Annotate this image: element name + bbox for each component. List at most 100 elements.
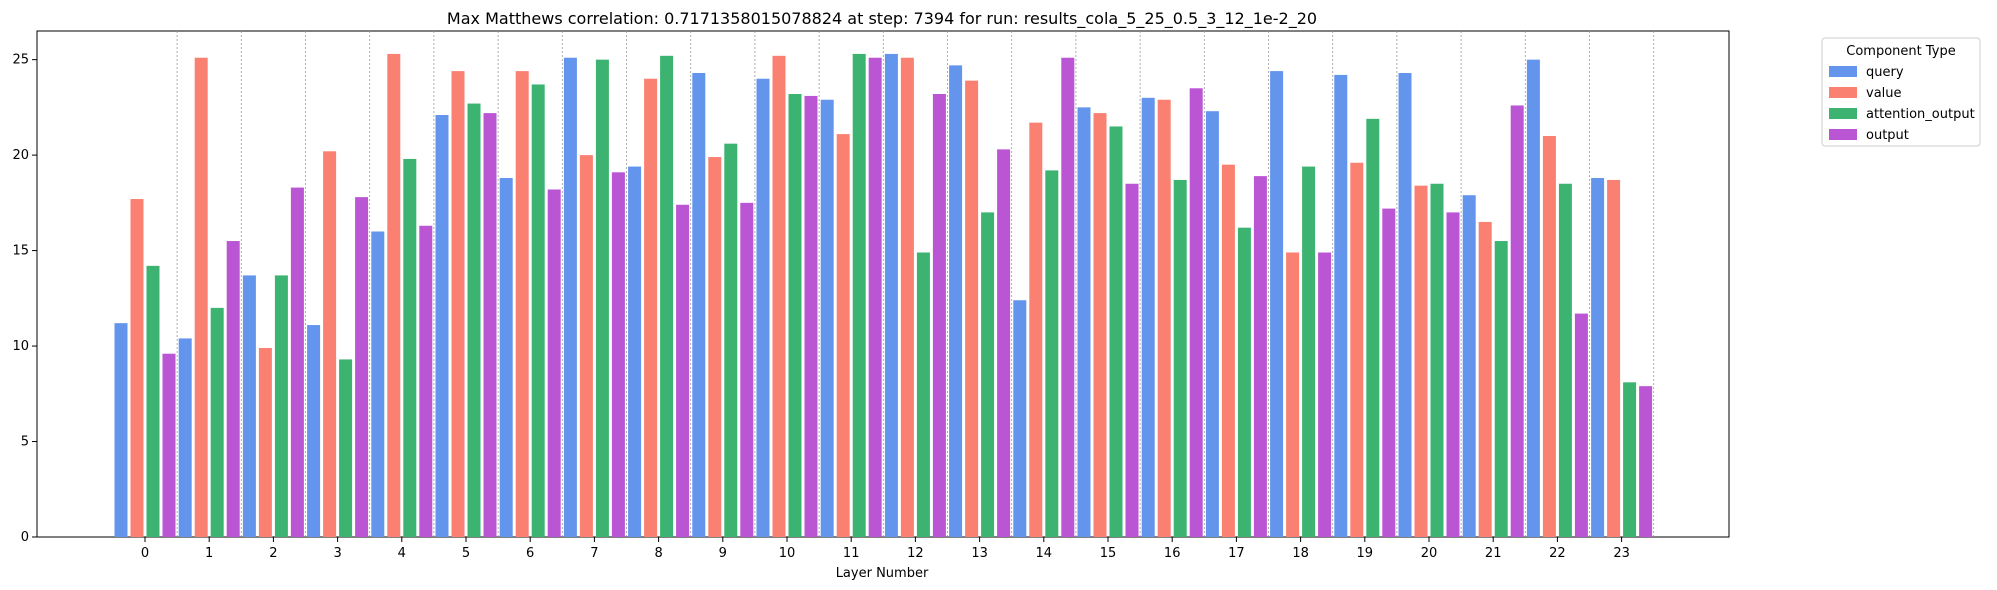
bar-output-layer-3	[355, 197, 369, 537]
bar-query-layer-16	[1141, 97, 1155, 537]
x-tick-label: 6	[526, 546, 534, 561]
bar-output-layer-18	[1318, 252, 1332, 538]
legend-swatch-query	[1829, 66, 1857, 77]
bar-output-layer-14	[1061, 57, 1075, 537]
legend-label-value: value	[1866, 86, 1902, 101]
bar-value-layer-17	[1221, 164, 1235, 537]
bar-attention_output-layer-4	[403, 158, 417, 537]
legend-swatch-value	[1829, 87, 1857, 98]
x-tick-label: 19	[1357, 546, 1374, 561]
bar-output-layer-12	[932, 94, 946, 537]
x-tick-label: 0	[141, 546, 149, 561]
x-tick-label: 23	[1613, 546, 1630, 561]
bar-value-layer-7	[579, 155, 593, 537]
bar-output-layer-6	[547, 189, 561, 537]
bar-output-layer-4	[419, 225, 433, 537]
bar-query-layer-7	[563, 57, 577, 537]
bar-query-layer-8	[628, 166, 642, 537]
bar-attention_output-layer-16	[1173, 179, 1187, 537]
bar-query-layer-5	[435, 115, 449, 538]
y-tick-label: 20	[12, 148, 29, 163]
chart-title: Max Matthews correlation: 0.717135801507…	[447, 9, 1317, 29]
bar-query-layer-13	[949, 65, 963, 537]
bar-output-layer-9	[740, 202, 754, 537]
bar-output-layer-10	[804, 95, 818, 538]
y-tick-label: 0	[21, 530, 29, 545]
bar-value-layer-8	[644, 78, 658, 538]
x-tick-label: 11	[843, 546, 860, 561]
bar-attention_output-layer-1	[210, 307, 224, 537]
bar-value-layer-14	[1029, 122, 1043, 537]
legend: Component Type query value attention_outpu…	[1821, 37, 1981, 147]
bar-attention_output-layer-0	[146, 265, 160, 537]
bar-value-layer-18	[1286, 252, 1300, 538]
x-tick-label: 3	[333, 546, 341, 561]
y-tick-label: 5	[21, 435, 29, 450]
bar-attention_output-layer-20	[1430, 183, 1444, 538]
bar-output-layer-16	[1189, 88, 1203, 537]
bar-value-layer-23	[1607, 179, 1621, 537]
bar-output-layer-19	[1382, 208, 1396, 537]
bar-query-layer-19	[1334, 74, 1348, 537]
bar-query-layer-10	[756, 78, 770, 538]
bar-attention_output-layer-7	[595, 59, 609, 537]
x-tick-label: 18	[1292, 546, 1309, 561]
bar-query-layer-4	[371, 231, 385, 537]
bar-output-layer-2	[290, 187, 304, 537]
bar-value-layer-1	[194, 57, 208, 537]
bar-attention_output-layer-13	[981, 212, 995, 537]
bar-output-layer-21	[1510, 105, 1524, 537]
bar-value-layer-10	[772, 55, 786, 538]
bar-value-layer-22	[1542, 136, 1556, 538]
bar-value-layer-11	[836, 134, 850, 537]
bar-output-layer-20	[1446, 212, 1460, 537]
bar-attention_output-layer-23	[1623, 382, 1637, 537]
bar-value-layer-13	[965, 80, 979, 537]
bar-output-layer-11	[868, 57, 882, 537]
bar-output-layer-17	[1253, 176, 1267, 537]
bar-attention_output-layer-15	[1109, 126, 1123, 538]
bar-value-layer-19	[1350, 162, 1364, 537]
bar-query-layer-23	[1591, 178, 1605, 537]
x-tick-label: 5	[462, 546, 470, 561]
legend-label-query: query	[1866, 65, 1904, 80]
bar-query-layer-21	[1462, 195, 1476, 538]
bar-value-layer-0	[130, 199, 144, 537]
bar-value-layer-16	[1157, 99, 1171, 537]
bar-attention_output-layer-6	[531, 84, 545, 538]
bar-query-layer-0	[114, 323, 128, 537]
legend-label-attention_output: attention_output	[1866, 107, 1975, 122]
bar-output-layer-23	[1639, 386, 1653, 537]
bar-output-layer-15	[1125, 183, 1139, 538]
bar-attention_output-layer-9	[724, 143, 738, 537]
x-tick-label: 1	[205, 546, 213, 561]
x-tick-label: 17	[1228, 546, 1245, 561]
bar-value-layer-15	[1093, 113, 1107, 538]
bar-query-layer-3	[307, 325, 321, 537]
bar-attention_output-layer-21	[1494, 241, 1508, 538]
bar-query-layer-9	[692, 73, 706, 538]
x-axis-title: Layer Number	[836, 566, 929, 581]
bar-attention_output-layer-5	[467, 103, 481, 538]
bar-attention_output-layer-3	[339, 359, 353, 537]
bar-output-layer-13	[997, 149, 1011, 538]
bar-attention_output-layer-19	[1366, 118, 1380, 538]
legend-swatch-output	[1829, 129, 1857, 140]
bar-query-layer-17	[1205, 111, 1219, 537]
bar-value-layer-12	[900, 57, 914, 537]
bar-attention_output-layer-17	[1237, 227, 1251, 537]
bar-value-layer-2	[258, 347, 272, 537]
x-tick-label: 15	[1100, 546, 1117, 561]
bar-attention_output-layer-14	[1045, 170, 1059, 537]
bar-attention_output-layer-2	[274, 275, 288, 537]
legend-label-output: output	[1866, 128, 1909, 143]
x-tick-label: 21	[1485, 546, 1502, 561]
x-tick-label: 20	[1421, 546, 1438, 561]
bar-query-layer-18	[1270, 71, 1284, 537]
bar-value-layer-3	[323, 151, 337, 537]
bar-output-layer-0	[162, 353, 176, 537]
x-tick-label: 2	[269, 546, 277, 561]
bar-attention_output-layer-12	[916, 252, 930, 538]
bar-value-layer-21	[1478, 221, 1492, 537]
bar-output-layer-1	[226, 241, 240, 538]
